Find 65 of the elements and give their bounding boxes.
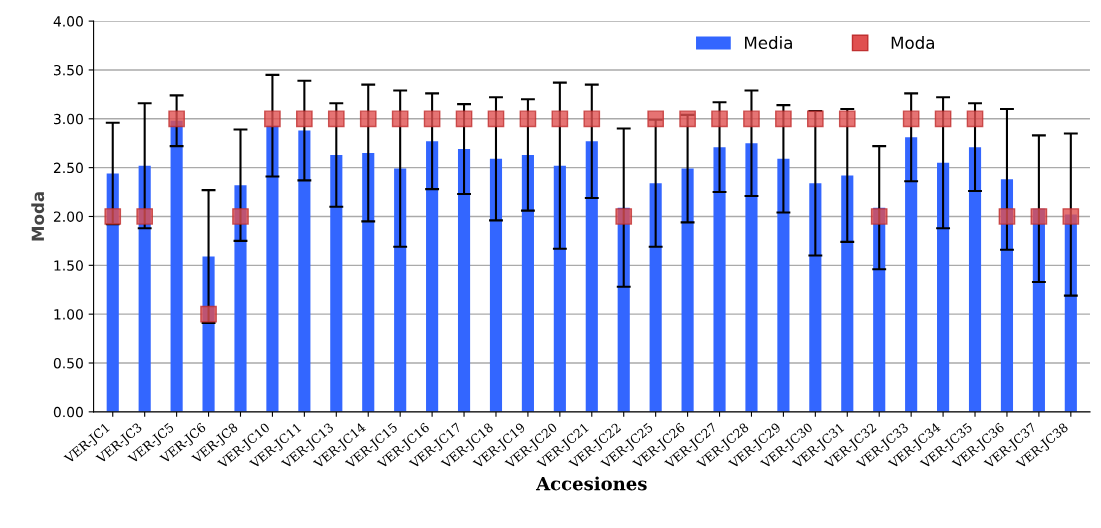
- point: [1062, 208, 1080, 225]
- point: [232, 208, 249, 225]
- point: [998, 208, 1016, 225]
- point: [200, 305, 217, 323]
- bar: [809, 183, 822, 412]
- point: [136, 208, 154, 225]
- y-tick-label: 3.00: [54, 113, 83, 125]
- y-tick-label: 0.50: [53, 357, 83, 369]
- point: [647, 110, 664, 128]
- point: [934, 110, 952, 128]
- point: [583, 110, 601, 128]
- legend-label: Moda: [891, 36, 934, 50]
- bar: [841, 175, 854, 412]
- point: [1030, 208, 1048, 225]
- y-tick-label: 4.00: [53, 16, 83, 27]
- point: [327, 110, 345, 128]
- legend-label: Media: [745, 36, 792, 50]
- bar: [426, 141, 439, 412]
- point: [870, 208, 888, 225]
- point: [838, 110, 856, 128]
- bar: [298, 130, 311, 412]
- point: [104, 208, 122, 225]
- point: [743, 110, 760, 128]
- x-axis-title: Accesiones: [535, 476, 647, 491]
- bar: [362, 152, 375, 412]
- bar: [905, 137, 918, 412]
- point: [296, 110, 313, 128]
- y-tick-label: 2.50: [53, 162, 83, 174]
- y-axis-title: Moda: [31, 192, 45, 241]
- bar: [266, 125, 279, 412]
- point: [391, 110, 409, 128]
- point: [455, 110, 473, 128]
- bar: [713, 147, 726, 412]
- bar: [585, 141, 598, 412]
- point: [615, 208, 633, 225]
- bar: [745, 143, 758, 412]
- point: [519, 110, 537, 128]
- y-tick-label: 1.00: [54, 309, 83, 320]
- point: [902, 110, 920, 128]
- bar: [489, 158, 503, 412]
- bar: [521, 154, 534, 412]
- bar: [681, 168, 694, 412]
- point: [168, 110, 185, 128]
- bar: [330, 154, 343, 412]
- bar: [394, 168, 407, 412]
- point: [264, 110, 281, 128]
- bar: [968, 147, 982, 412]
- y-tick-label: 1.50: [54, 260, 83, 271]
- point: [423, 110, 441, 128]
- bar: [777, 158, 790, 412]
- point: [966, 110, 984, 128]
- bar: [649, 183, 662, 412]
- bar: [937, 162, 950, 412]
- y-tick-label: 0.00: [53, 406, 83, 418]
- y-tick-label: 2.00: [53, 211, 83, 222]
- point: [487, 110, 505, 128]
- bar: [457, 149, 471, 412]
- point: [775, 110, 792, 128]
- point: [551, 110, 569, 128]
- point: [679, 110, 696, 128]
- point: [807, 110, 824, 128]
- y-tick-label: 3.50: [54, 64, 83, 76]
- bar: [553, 165, 566, 412]
- point: [711, 110, 728, 128]
- point: [359, 110, 377, 128]
